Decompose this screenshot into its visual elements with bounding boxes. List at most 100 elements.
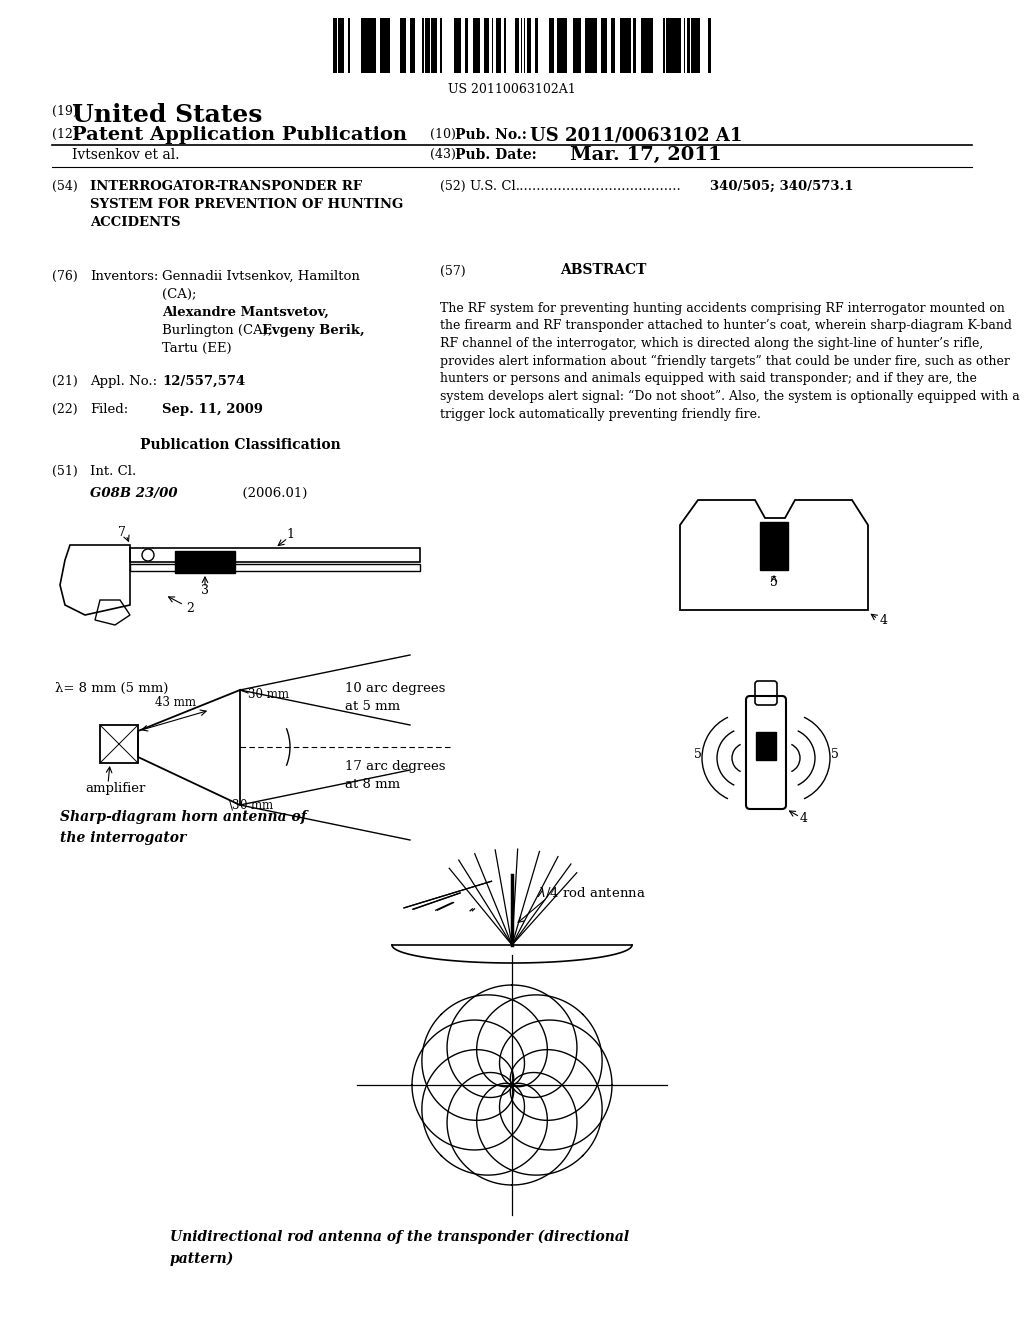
- Bar: [506, 18, 510, 73]
- Text: 30 mm: 30 mm: [248, 689, 289, 701]
- Text: Pub. No.:: Pub. No.:: [455, 128, 527, 143]
- Bar: [358, 18, 361, 73]
- Bar: [631, 18, 633, 73]
- Text: amplifier: amplifier: [85, 781, 145, 795]
- Bar: [410, 18, 414, 73]
- Bar: [655, 18, 658, 73]
- Bar: [489, 18, 492, 73]
- Bar: [338, 18, 341, 73]
- Bar: [355, 18, 358, 73]
- Bar: [681, 18, 684, 73]
- Text: 4: 4: [800, 812, 808, 825]
- Text: Inventors:: Inventors:: [90, 271, 159, 282]
- Bar: [636, 18, 640, 73]
- Bar: [515, 18, 517, 73]
- Text: Filed:: Filed:: [90, 403, 128, 416]
- Text: (2006.01): (2006.01): [200, 487, 307, 500]
- Text: (76): (76): [52, 271, 78, 282]
- Text: 2: 2: [186, 602, 194, 615]
- Bar: [431, 18, 434, 73]
- Text: US 20110063102A1: US 20110063102A1: [449, 83, 575, 96]
- Bar: [591, 18, 593, 73]
- Text: 17 arc degrees
at 8 mm: 17 arc degrees at 8 mm: [345, 760, 445, 791]
- Bar: [705, 18, 708, 73]
- Bar: [700, 18, 705, 73]
- Text: Int. Cl.: Int. Cl.: [90, 465, 136, 478]
- Bar: [633, 18, 636, 73]
- Bar: [425, 18, 429, 73]
- Bar: [535, 18, 538, 73]
- Bar: [573, 18, 577, 73]
- Text: The RF system for preventing hunting accidents comprising RF interrogator mounte: The RF system for preventing hunting acc…: [440, 302, 1020, 421]
- Text: 5: 5: [831, 748, 839, 762]
- Text: ......................................: ......................................: [515, 180, 681, 193]
- Text: Burlington (CA);: Burlington (CA);: [162, 323, 276, 337]
- Bar: [437, 18, 440, 73]
- Bar: [468, 18, 470, 73]
- Bar: [341, 18, 344, 73]
- Bar: [527, 18, 531, 73]
- Text: G08B 23/00: G08B 23/00: [90, 487, 177, 500]
- Text: 3: 3: [201, 583, 209, 597]
- Bar: [641, 18, 643, 73]
- Bar: [463, 18, 465, 73]
- Text: Gennadii Ivtsenkov, Hamilton: Gennadii Ivtsenkov, Hamilton: [162, 271, 359, 282]
- Text: $\lambda$/4 rod antenna: $\lambda$/4 rod antenna: [537, 884, 646, 900]
- Bar: [615, 18, 617, 73]
- Bar: [364, 18, 367, 73]
- Bar: [594, 18, 597, 73]
- Text: INTERROGATOR-TRANSPONDER RF
SYSTEM FOR PREVENTION OF HUNTING
ACCIDENTS: INTERROGATOR-TRANSPONDER RF SYSTEM FOR P…: [90, 180, 403, 228]
- Bar: [554, 18, 557, 73]
- Bar: [670, 18, 674, 73]
- Text: (43): (43): [430, 148, 456, 161]
- Bar: [350, 18, 353, 73]
- Text: ABSTRACT: ABSTRACT: [560, 263, 646, 277]
- Bar: [465, 18, 468, 73]
- Bar: [607, 18, 609, 73]
- Bar: [756, 733, 776, 760]
- Bar: [493, 18, 496, 73]
- Text: (19): (19): [52, 106, 78, 117]
- Text: (21): (21): [52, 375, 78, 388]
- Bar: [585, 18, 587, 73]
- Text: (10): (10): [430, 128, 456, 141]
- Text: Evgeny Berik,: Evgeny Berik,: [262, 323, 365, 337]
- Text: U.S. Cl.: U.S. Cl.: [470, 180, 520, 193]
- Bar: [653, 18, 655, 73]
- Text: US 2011/0063102 A1: US 2011/0063102 A1: [530, 125, 742, 144]
- Bar: [361, 18, 364, 73]
- Bar: [402, 18, 404, 73]
- Bar: [458, 18, 461, 73]
- Bar: [620, 18, 624, 73]
- Bar: [545, 18, 549, 73]
- Bar: [470, 18, 473, 73]
- Bar: [599, 18, 601, 73]
- Bar: [577, 18, 579, 73]
- Bar: [624, 18, 627, 73]
- Bar: [674, 18, 678, 73]
- Text: 340/505; 340/573.1: 340/505; 340/573.1: [710, 180, 853, 193]
- Bar: [691, 18, 695, 73]
- Text: Ivtsenkov et al.: Ivtsenkov et al.: [72, 148, 179, 162]
- Bar: [597, 18, 599, 73]
- Bar: [504, 18, 506, 73]
- Bar: [563, 18, 567, 73]
- Text: Tartu (EE): Tartu (EE): [162, 342, 231, 355]
- Bar: [627, 18, 631, 73]
- Bar: [473, 18, 477, 73]
- Bar: [372, 18, 376, 73]
- Bar: [557, 18, 560, 73]
- Bar: [643, 18, 647, 73]
- Bar: [130, 548, 420, 562]
- Bar: [542, 18, 545, 73]
- Bar: [609, 18, 611, 73]
- Text: Alexandre Mantsvetov,: Alexandre Mantsvetov,: [162, 306, 329, 319]
- Bar: [560, 18, 562, 73]
- Bar: [477, 18, 480, 73]
- Bar: [583, 18, 585, 73]
- Bar: [387, 18, 389, 73]
- Bar: [484, 18, 488, 73]
- Bar: [550, 18, 554, 73]
- Bar: [567, 18, 569, 73]
- Bar: [353, 18, 355, 73]
